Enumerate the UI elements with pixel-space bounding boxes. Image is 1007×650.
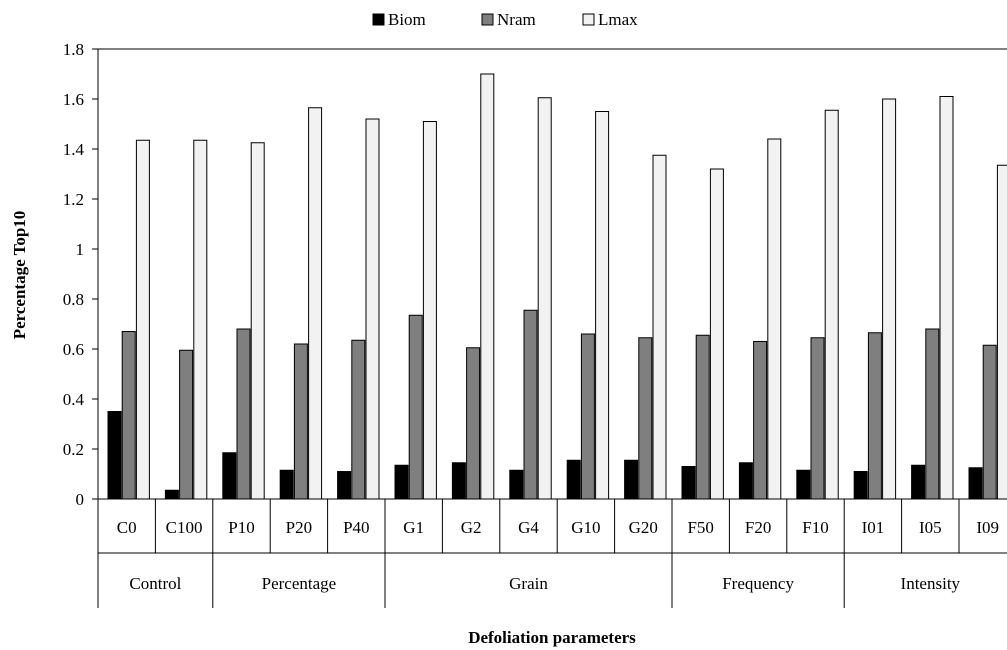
y-tick-label: 0.8 (63, 290, 84, 309)
category-label: G4 (518, 518, 539, 537)
bar-nram-f20 (753, 341, 768, 500)
bar-lmax-c100 (193, 139, 208, 500)
bar-lmax-g20 (652, 154, 667, 500)
y-axis-title: Percentage Top10 (10, 211, 29, 340)
legend-swatch-nram (481, 13, 494, 26)
category-label: P40 (343, 518, 369, 537)
y-tick-label: 1.8 (63, 40, 84, 59)
y-tick-label: 1 (76, 240, 85, 259)
bar-lmax-g2 (480, 73, 495, 500)
legend-swatch-lmax (582, 13, 595, 26)
bar-nram-i01 (867, 332, 882, 500)
category-label: F50 (687, 518, 713, 537)
category-label: I09 (976, 518, 999, 537)
y-tick-label: 0 (76, 490, 85, 509)
bar-biom-f50 (681, 466, 696, 500)
bar-nram-g4 (523, 309, 538, 500)
y-tick-label: 1.4 (63, 140, 85, 159)
bar-lmax-f10 (824, 109, 839, 500)
bar-biom-p40 (337, 471, 352, 500)
category-label: G20 (629, 518, 658, 537)
bar-nram-p10 (236, 328, 251, 500)
bar-nram-f50 (695, 334, 710, 500)
bar-biom-g4 (509, 469, 524, 500)
category-label: P20 (286, 518, 312, 537)
bar-biom-i05 (911, 464, 926, 500)
y-tick-label: 0.2 (63, 440, 84, 459)
legend-label-biom: Biom (388, 10, 426, 29)
y-tick-label: 0.6 (63, 340, 84, 359)
bar-biom-g1 (394, 464, 409, 500)
bar-lmax-g10 (595, 111, 610, 500)
group-label: Intensity (901, 574, 961, 593)
category-label: C100 (166, 518, 203, 537)
bar-lmax-i05 (939, 96, 954, 500)
category-label: I01 (862, 518, 885, 537)
y-tick-label: 1.6 (63, 90, 84, 109)
category-label: F20 (745, 518, 771, 537)
plot-area (107, 73, 1007, 500)
y-tick-label: 0.4 (63, 390, 85, 409)
category-label: G1 (403, 518, 424, 537)
legend-label-lmax: Lmax (598, 10, 638, 29)
bar-nram-i09 (982, 344, 997, 500)
bar-biom-g10 (566, 459, 581, 500)
bar-nram-c100 (179, 349, 194, 500)
bar-nram-g1 (408, 314, 423, 500)
bar-biom-f10 (796, 469, 811, 500)
y-axis: 0 0.2 0.4 0.6 0.8 1 1.2 1.4 1.6 1.8 (63, 40, 1007, 509)
x-axis-title: Defoliation parameters (468, 628, 636, 647)
bar-lmax-f20 (767, 138, 782, 500)
bar-biom-c0 (107, 411, 122, 500)
bar-nram-c0 (121, 331, 136, 500)
category-label: F10 (802, 518, 828, 537)
bar-lmax-f50 (709, 168, 724, 500)
bar-biom-g20 (624, 459, 639, 500)
bar-lmax-i01 (882, 98, 897, 500)
bar-nram-p20 (293, 343, 308, 500)
legend-label-nram: Nram (497, 10, 536, 29)
category-label: G2 (461, 518, 482, 537)
legend: Biom Nram Lmax (372, 10, 638, 29)
x-axis: C0 C100 P10 P20 P40 G1 G2 G4 G10 G20 F50 F20 F10 I01 I… (97, 498, 1007, 608)
bar-lmax-g4 (537, 97, 552, 500)
bar-lmax-p10 (250, 142, 265, 500)
bar-biom-p20 (279, 469, 294, 500)
bar-nram-g2 (466, 347, 481, 500)
bar-nram-g10 (580, 333, 595, 500)
bar-nram-f10 (810, 337, 825, 500)
group-label: Grain (509, 574, 548, 593)
bar-nram-g20 (638, 337, 653, 500)
group-label: Percentage (262, 574, 337, 593)
bar-biom-g2 (451, 462, 466, 500)
bar-biom-f20 (738, 462, 753, 500)
category-label: P10 (228, 518, 254, 537)
bar-lmax-c0 (135, 139, 150, 500)
bar-lmax-p20 (308, 107, 323, 500)
category-label: G10 (571, 518, 600, 537)
group-label: Frequency (722, 574, 794, 593)
bar-biom-i01 (853, 471, 868, 500)
bar-lmax-g1 (422, 121, 437, 500)
bar-biom-p10 (222, 452, 237, 500)
group-label: Control (129, 574, 181, 593)
bar-lmax-i09 (996, 164, 1007, 500)
bar-nram-p40 (351, 339, 366, 500)
bar-biom-i09 (968, 467, 983, 500)
bar-biom-c100 (164, 489, 179, 500)
y-tick-label: 1.2 (63, 190, 84, 209)
category-label: C0 (117, 518, 137, 537)
bar-lmax-p40 (365, 118, 380, 500)
category-label: I05 (919, 518, 942, 537)
bar-nram-i05 (925, 328, 940, 500)
legend-swatch-biom (372, 13, 385, 26)
